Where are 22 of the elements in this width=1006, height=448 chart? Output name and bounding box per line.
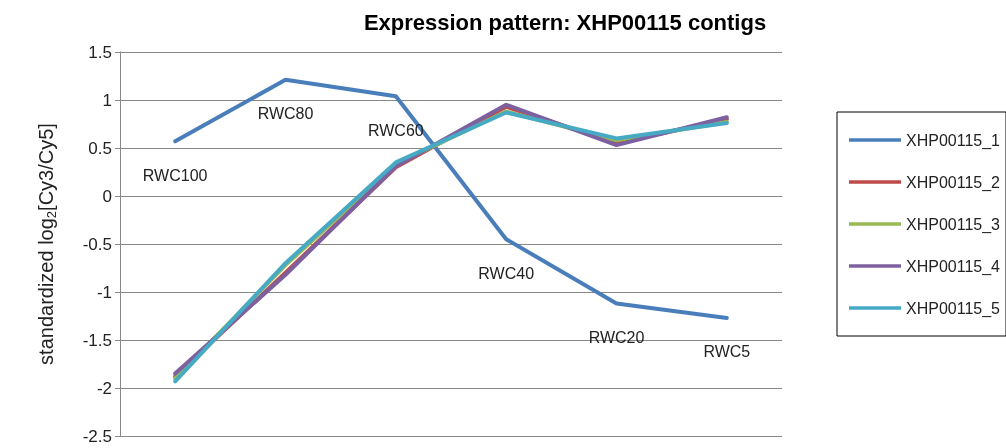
y-tick-label: 1 [102, 90, 112, 110]
y-tick-label: 0.5 [88, 138, 112, 158]
legend-label: XHP00115_4 [906, 257, 1001, 276]
legend-label: XHP00115_3 [906, 215, 1001, 234]
data-label: RWC60 [367, 121, 424, 139]
y-tick-label: -1 [96, 282, 112, 302]
data-label: RWC100 [142, 166, 208, 184]
y-tick-label: 1.5 [88, 42, 112, 62]
data-label: RWC80 [257, 105, 314, 123]
y-tick-label: -2.5 [82, 426, 112, 446]
chart-title: Expression pattern: XHP00115 contigs [363, 9, 767, 35]
legend-label: XHP00115_2 [906, 173, 1001, 192]
y-tick-label: -1.5 [82, 330, 112, 350]
legend-label: XHP00115_5 [906, 299, 1001, 318]
data-label: RWC40 [478, 264, 535, 282]
y-tick-label: 0 [102, 186, 112, 206]
data-label: RWC5 [703, 343, 751, 361]
y-tick-label: -2 [96, 378, 112, 398]
y-axis-title: standardized log2[Cy3/Cy5] [34, 123, 59, 365]
y-tick-label: -0.5 [82, 234, 112, 254]
data-label: RWC20 [588, 329, 645, 347]
legend-label: XHP00115_1 [906, 131, 1001, 150]
